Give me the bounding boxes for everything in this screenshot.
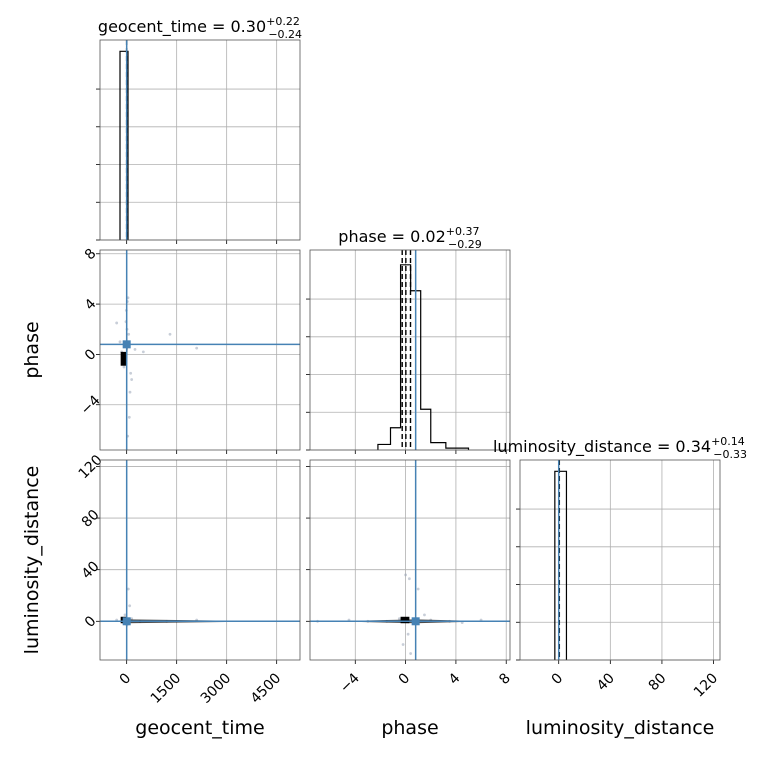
scatter-point xyxy=(122,365,126,369)
hist-step xyxy=(554,470,568,660)
scatter-point xyxy=(123,613,127,617)
x-tick-label: 4 xyxy=(446,670,464,688)
scatter-point xyxy=(115,321,119,325)
x-tick-label: 0 xyxy=(549,670,567,688)
scatter-point xyxy=(127,332,131,336)
panel-title: luminosity_distance = 0.34+0.14 −0.33 xyxy=(493,435,747,461)
y-tick-label: 80 xyxy=(79,507,103,531)
panel-hist-luminosity_distance: 0 40 80 120 luminosity_distance = 0.34+0.14−… xyxy=(493,435,747,701)
axes-frame xyxy=(309,459,511,661)
panel-hist-geocent_time: geocent_time = 0.30+0.22 −0.24 xyxy=(96,15,302,244)
scatter-point xyxy=(195,346,199,350)
y-tick-label: 40 xyxy=(79,558,103,582)
scatter-point xyxy=(409,652,413,655)
x-tick-label: 80 xyxy=(646,670,670,694)
axes-frame xyxy=(99,249,301,451)
scatter-point xyxy=(133,347,137,351)
scatter-point xyxy=(128,604,132,608)
scatter-point xyxy=(407,577,411,581)
scatter-point xyxy=(126,587,130,591)
scatter-point xyxy=(423,613,426,617)
scatter-point xyxy=(129,371,133,375)
truth-marker xyxy=(411,617,420,626)
scatter-point xyxy=(416,587,420,591)
x-tick-label: 0 xyxy=(117,670,135,688)
scatter-point xyxy=(130,378,134,381)
y-tick-label: 4 xyxy=(82,296,100,314)
axes-frame xyxy=(99,39,301,241)
density-core xyxy=(120,351,127,366)
scatter-point xyxy=(406,632,410,636)
x-tick-label: 40 xyxy=(594,670,618,694)
y-tick-label: 0 xyxy=(82,346,100,364)
x-tick-label: 8 xyxy=(496,670,514,688)
scatter-point xyxy=(404,573,407,577)
y-axis-label-phase: phase xyxy=(21,321,43,378)
x-axis-label-luminosity_distance: luminosity_distance xyxy=(526,717,715,739)
axes-frame xyxy=(519,459,721,661)
y-axis-label-luminosity_distance: luminosity_distance xyxy=(21,466,43,655)
axes-frame xyxy=(99,459,301,661)
hist-step xyxy=(377,264,470,450)
panel-2d-luminosity_distance-vs-phase: −4 0 4 8 xyxy=(306,459,514,696)
x-tick-label: 120 xyxy=(691,670,721,700)
panel-2d-luminosity_distance-vs-geocent_time: 0 1500 3000 4500 0 40 80 120 xyxy=(76,452,301,707)
panel-title: phase = 0.02+0.37 −0.29 xyxy=(338,225,481,251)
axes-frame xyxy=(309,249,511,451)
panels: geocent_time = 0.30+0.22 −0.24 phase = 0.0… xyxy=(21,15,747,739)
truth-marker xyxy=(122,617,131,626)
scatter-point xyxy=(141,350,145,354)
scatter-point xyxy=(118,340,122,344)
x-tick-label: −4 xyxy=(337,670,363,696)
scatter-point xyxy=(401,643,405,646)
x-tick-label: 0 xyxy=(396,670,414,688)
scatter-point xyxy=(127,415,131,419)
y-tick-label: 120 xyxy=(76,452,106,482)
scatter-point xyxy=(128,390,132,394)
x-tick-label: 1500 xyxy=(148,670,185,707)
y-tick-label: 8 xyxy=(82,246,100,264)
x-axis-label-phase: phase xyxy=(381,717,438,739)
scatter-point xyxy=(168,332,172,336)
y-tick-label: 0 xyxy=(82,613,100,631)
scatter-point xyxy=(397,617,401,621)
x-axis-label-geocent_time: geocent_time xyxy=(135,717,264,739)
panel-hist-phase: phase = 0.02+0.37 −0.29 xyxy=(306,225,511,454)
truth-marker xyxy=(122,340,131,349)
x-tick-label: 3000 xyxy=(198,670,235,707)
panel-title: geocent_time = 0.30+0.22 −0.24 xyxy=(98,15,302,41)
x-tick-label: 4500 xyxy=(248,670,285,707)
